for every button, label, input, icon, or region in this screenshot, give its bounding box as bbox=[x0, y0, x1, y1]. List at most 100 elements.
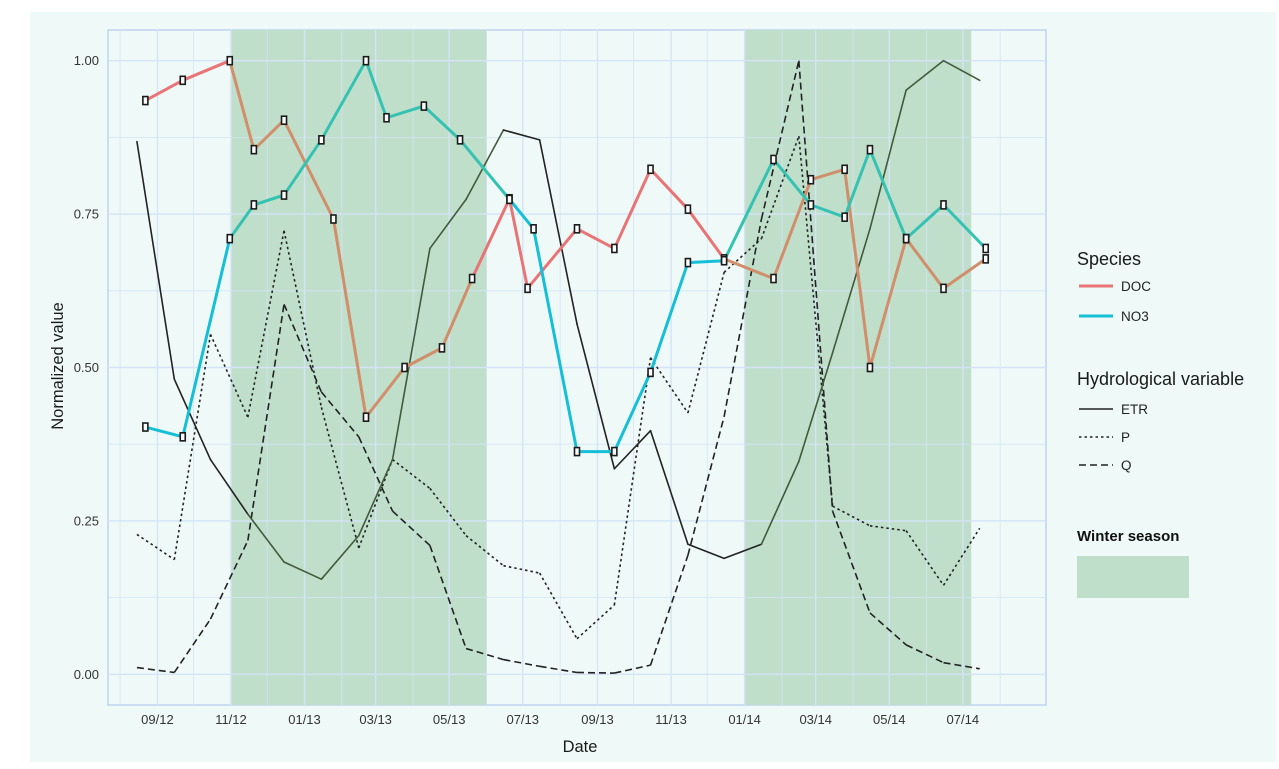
x-tick-label: 03/14 bbox=[799, 712, 832, 727]
y-tick-label: 0.00 bbox=[74, 667, 99, 682]
etr-line-segment bbox=[247, 513, 285, 563]
p-line-segment bbox=[687, 272, 725, 414]
doc-data-point bbox=[841, 164, 848, 175]
q-line-segment bbox=[391, 510, 431, 547]
x-tick-label: 07/14 bbox=[947, 712, 980, 727]
no3-line-segment bbox=[282, 138, 323, 197]
no3-data-point bbox=[362, 55, 370, 66]
q-line-segment bbox=[649, 555, 689, 666]
doc-line-segment bbox=[470, 197, 511, 281]
no3-line-segment bbox=[868, 148, 908, 241]
legend-etr-swatch bbox=[1079, 408, 1113, 410]
p-line-segment bbox=[429, 487, 467, 537]
q-line-segment bbox=[465, 647, 504, 661]
q-line-segment bbox=[943, 661, 980, 670]
doc-line-segment bbox=[181, 59, 232, 82]
no3-data-point bbox=[770, 154, 777, 165]
p-line-segment bbox=[942, 527, 981, 586]
etr-line-segment bbox=[869, 89, 907, 230]
etr-line-segment bbox=[136, 140, 176, 380]
doc-data-point bbox=[179, 75, 187, 86]
p-line-segment bbox=[358, 459, 394, 549]
no3-data-point bbox=[807, 200, 815, 210]
x-tick-label: 07/13 bbox=[506, 712, 539, 727]
q-line-segment bbox=[798, 60, 834, 512]
q-line-segment bbox=[760, 60, 800, 220]
p-line-segment bbox=[320, 407, 360, 549]
doc-line-segment bbox=[612, 167, 653, 250]
no3-data-point bbox=[383, 112, 390, 123]
p-line-segment bbox=[538, 572, 578, 640]
etr-line-segment bbox=[831, 228, 871, 354]
p-line-segment bbox=[869, 525, 907, 532]
q-line-segment bbox=[869, 612, 907, 646]
no3-data-point bbox=[142, 422, 149, 432]
legend-q-swatch bbox=[1079, 464, 1113, 466]
doc-line-segment bbox=[526, 227, 579, 290]
no3-data-point bbox=[841, 212, 848, 222]
doc-data-point bbox=[401, 362, 408, 373]
q-line-segment bbox=[905, 644, 944, 664]
no3-line-segment bbox=[228, 203, 256, 241]
doc-line-segment bbox=[686, 207, 726, 261]
etr-line-segment bbox=[905, 59, 945, 91]
legend-species-doc: DOC bbox=[1077, 274, 1151, 298]
no3-data-point bbox=[720, 255, 728, 266]
etr-line-segment bbox=[320, 534, 360, 581]
no3-line-segment bbox=[649, 261, 690, 374]
no3-data-point bbox=[250, 200, 258, 210]
etr-line-segment bbox=[465, 129, 505, 201]
etr-line-segment bbox=[357, 458, 394, 537]
doc-data-point bbox=[982, 254, 990, 264]
no3-line-segment bbox=[532, 227, 579, 454]
no3-data-point bbox=[226, 233, 234, 244]
no3-line-segment bbox=[252, 193, 286, 207]
x-tick-label: 11/12 bbox=[215, 712, 247, 727]
no3-line-segment bbox=[181, 237, 232, 439]
no3-line-segment bbox=[143, 425, 185, 439]
doc-data-point bbox=[468, 273, 476, 284]
doc-line-segment bbox=[649, 167, 690, 211]
p-line-segment bbox=[832, 505, 871, 527]
no3-line-segment bbox=[458, 138, 511, 201]
doc-line-segment bbox=[143, 78, 185, 103]
doc-line-segment bbox=[331, 217, 368, 419]
no3-data-point bbox=[420, 101, 428, 111]
etr-line-segment bbox=[687, 543, 725, 560]
legend-winter-title: Winter season bbox=[1077, 528, 1180, 545]
no3-data-point bbox=[940, 200, 947, 210]
q-line-segment bbox=[320, 391, 360, 438]
no3-line-segment bbox=[843, 148, 872, 219]
doc-data-point bbox=[280, 115, 288, 126]
p-line-segment bbox=[905, 530, 945, 586]
y-tick-label: 0.75 bbox=[74, 207, 99, 222]
doc-line-segment bbox=[364, 366, 407, 419]
legend-hydro-title: Hydrological variable bbox=[1077, 369, 1245, 389]
etr-line-segment bbox=[209, 458, 249, 515]
etr-line-segment bbox=[942, 59, 981, 82]
doc-data-point bbox=[250, 144, 258, 155]
doc-line-segment bbox=[252, 118, 286, 152]
doc-line-segment bbox=[868, 237, 908, 369]
no3-line-segment bbox=[612, 370, 653, 454]
doc-data-point bbox=[866, 362, 874, 373]
x-tick-label: 03/13 bbox=[359, 712, 392, 727]
doc-data-point bbox=[647, 164, 654, 175]
y-axis-label: Normalized value bbox=[49, 302, 67, 429]
y-tick-label: 1.00 bbox=[74, 53, 99, 68]
no3-data-point bbox=[573, 446, 581, 457]
q-line-segment bbox=[723, 218, 763, 417]
legend-q-label: Q bbox=[1121, 457, 1132, 473]
p-line-segment bbox=[392, 458, 431, 490]
no3-data-point bbox=[982, 243, 990, 254]
no3-data-point bbox=[902, 233, 910, 244]
no3-line-segment bbox=[507, 197, 536, 231]
etr-line-segment bbox=[391, 247, 431, 461]
doc-line-segment bbox=[809, 167, 847, 182]
etr-line-segment bbox=[649, 429, 689, 546]
p-line-segment bbox=[760, 135, 800, 239]
doc-line-segment bbox=[575, 227, 616, 250]
doc-data-point bbox=[940, 283, 947, 294]
no3-line-segment bbox=[772, 157, 813, 207]
